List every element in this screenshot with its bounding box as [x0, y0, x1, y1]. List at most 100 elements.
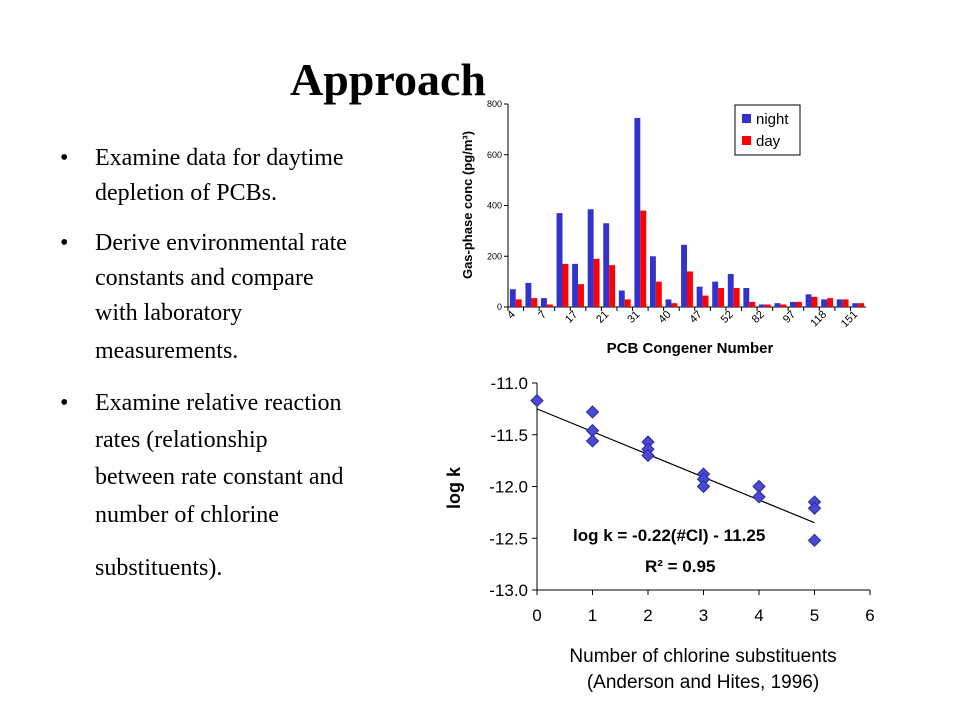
bullet-text: substituents). [95, 555, 222, 581]
y-tick-label: -11.0 [491, 374, 529, 393]
bar [858, 303, 865, 307]
bar [811, 296, 818, 307]
bullet-text: measurements. [95, 338, 238, 364]
bar [525, 282, 532, 307]
bar [634, 117, 641, 307]
bar [640, 210, 647, 307]
bar [618, 290, 625, 307]
bar [805, 294, 812, 307]
bar [712, 281, 719, 307]
bar [649, 256, 656, 307]
x-tick-label: 2 [643, 606, 652, 625]
x-tick-label: 4 [754, 606, 763, 625]
y-tick-label: 400 [487, 201, 502, 211]
point [530, 393, 544, 408]
bar [743, 287, 750, 307]
bullet-dot: • [60, 390, 68, 416]
y-tick-label: -11.5 [491, 426, 529, 445]
point [752, 490, 766, 504]
bullet-text: depletion of PCBs. [95, 180, 277, 206]
bar [681, 244, 687, 307]
bar [609, 265, 616, 307]
bar [790, 301, 796, 307]
x-axis-label: (Anderson and Hites, 1996) [587, 672, 819, 693]
x-axis-label: Number of chlorine substituents [569, 646, 836, 667]
bar [531, 298, 538, 307]
slide-title: Approach [290, 54, 486, 105]
y-tick-label: 800 [487, 99, 502, 109]
bar [665, 299, 672, 307]
bullet-text: between rate constant and [95, 464, 344, 490]
trendline [536, 408, 815, 524]
x-tick-label: 31 [625, 309, 642, 326]
point [585, 405, 600, 419]
x-tick-label: 82 [750, 309, 767, 326]
bar [836, 299, 843, 307]
bar [593, 258, 600, 307]
x-tick-label: 5 [810, 606, 819, 625]
bullet-text: with laboratory [95, 300, 242, 326]
x-tick-label: 52 [719, 309, 736, 326]
y-axis-label: log k [444, 466, 464, 509]
bullet-text: constants and compare [95, 265, 314, 291]
bar [540, 298, 547, 307]
x-tick-label: 47 [688, 309, 705, 326]
bar [687, 271, 693, 307]
x-tick-label: 3 [699, 606, 708, 625]
annotation: R² = 0.95 [645, 557, 715, 576]
y-axis-label: Gas-phase conc (pg/m³) [460, 131, 475, 279]
bar [795, 301, 802, 307]
point [585, 434, 600, 448]
bullet-text: rates (relationship [95, 427, 268, 453]
bar [671, 303, 678, 307]
bullet-text: Examine relative reaction [95, 390, 342, 416]
y-tick-label: 0 [497, 302, 502, 312]
bar [587, 209, 594, 307]
legend-label: night [756, 111, 789, 128]
x-tick-label: 0 [532, 606, 541, 625]
y-tick-label: -13.0 [489, 581, 528, 600]
bar [733, 287, 740, 307]
bar [556, 213, 563, 307]
x-tick-label: 97 [781, 309, 798, 326]
bar [852, 303, 859, 307]
x-tick-label: 6 [865, 606, 874, 625]
bullet-text: Derive environmental rate [95, 230, 347, 256]
x-axis-label: PCB Congener Number [607, 340, 774, 357]
x-tick-label: 4 [505, 309, 518, 322]
x-tick-label: 21 [594, 309, 611, 326]
bullet-text: number of chlorine [95, 502, 279, 528]
point [696, 479, 711, 494]
legend-label: day [756, 133, 781, 150]
x-tick-label: 7 [536, 309, 549, 322]
x-tick-label: 118 [808, 309, 829, 330]
bar [780, 304, 787, 307]
bar [764, 304, 771, 307]
bar [546, 304, 553, 307]
bar [562, 263, 569, 307]
point [641, 448, 655, 463]
bullet-dot: • [60, 145, 68, 171]
bullet-dot: • [60, 230, 68, 256]
bullet-text: Examine data for daytime [95, 145, 344, 171]
bar [827, 298, 834, 307]
x-tick-label: 40 [656, 309, 673, 326]
bar [702, 295, 709, 307]
bar [758, 304, 765, 307]
bar [774, 303, 781, 307]
bar [842, 299, 849, 307]
bar [655, 281, 662, 307]
bar [515, 299, 522, 307]
point [807, 501, 822, 515]
x-tick-label: 17 [563, 309, 580, 326]
bar [718, 287, 725, 307]
legend-swatch [742, 136, 751, 145]
legend-box [734, 104, 801, 156]
legend-swatch [742, 114, 751, 123]
bar [696, 286, 703, 307]
x-tick-label: 1 [588, 606, 597, 625]
bar [624, 299, 631, 307]
annotation: log k = -0.22(#Cl) - 11.25 [573, 526, 765, 545]
bar [509, 289, 516, 307]
bar [603, 223, 610, 307]
